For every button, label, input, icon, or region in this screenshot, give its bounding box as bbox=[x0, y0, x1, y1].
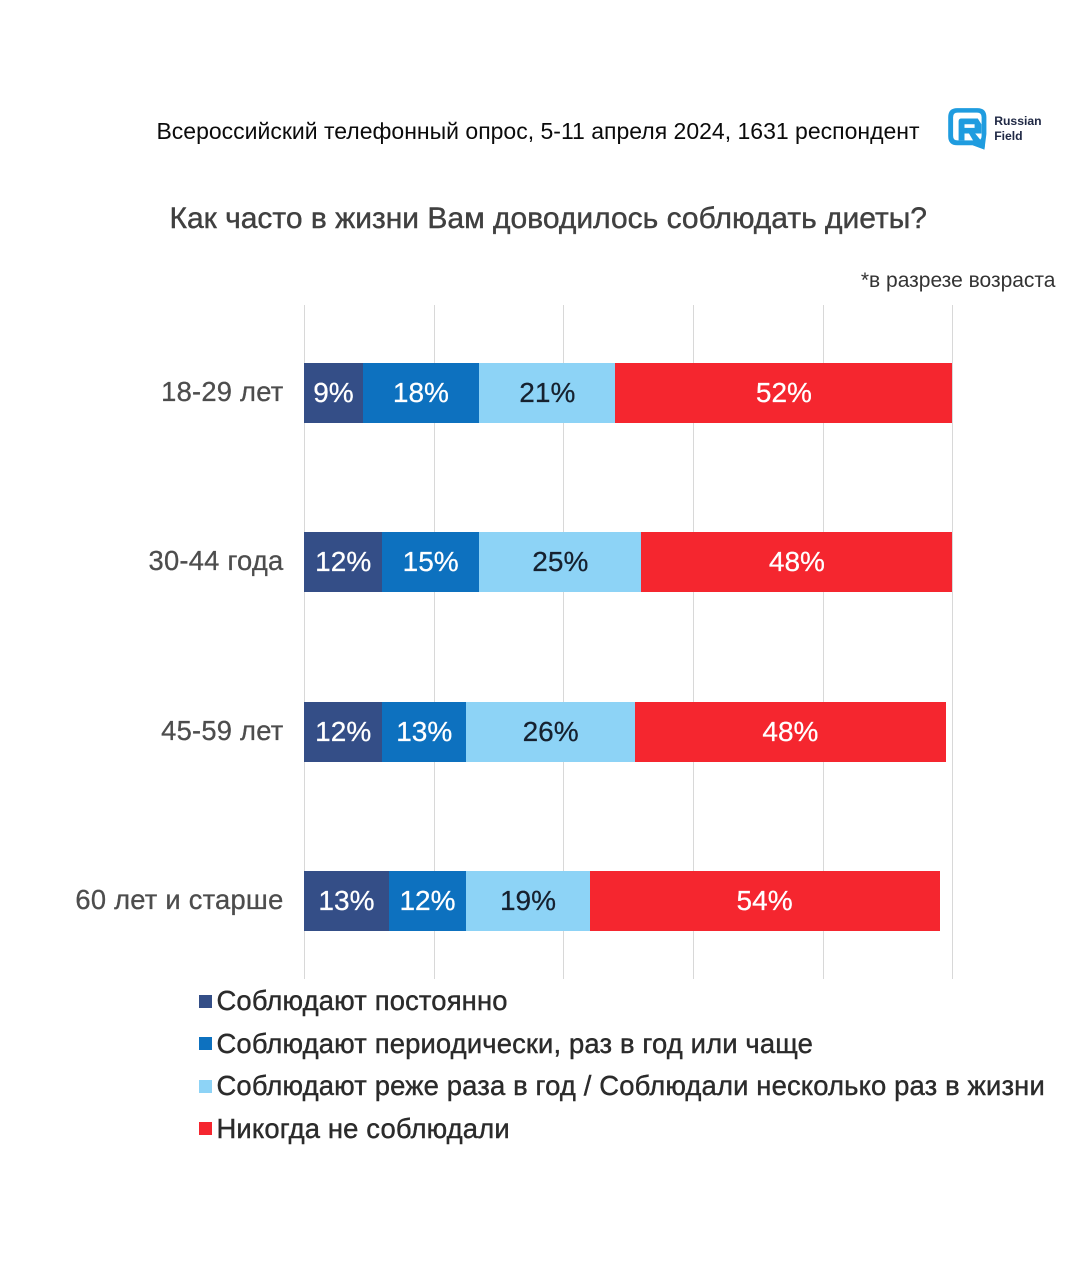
svg-text:Field: Field bbox=[994, 129, 1022, 143]
svg-text:Russian: Russian bbox=[994, 114, 1041, 128]
